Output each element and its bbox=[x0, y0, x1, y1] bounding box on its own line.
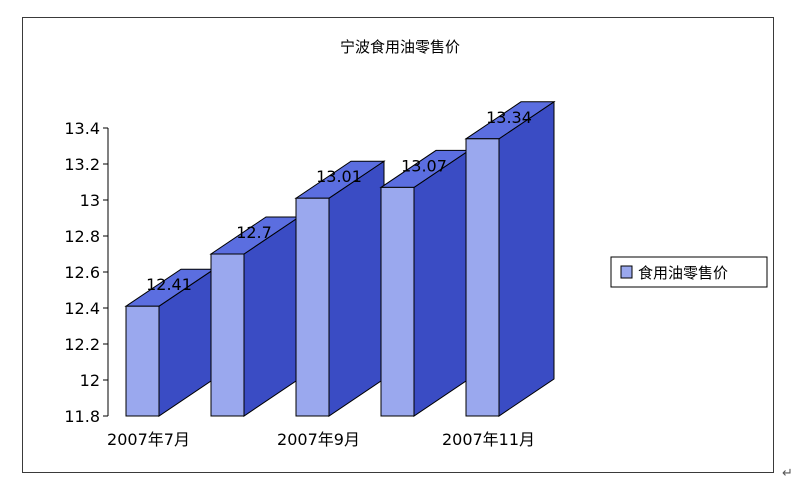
y-axis: 11.8 12 12.2 12.4 12.6 12.8 13 13.2 13.4 bbox=[64, 119, 108, 426]
x-axis: 2007年7月 2007年9月 2007年11月 bbox=[107, 430, 535, 449]
x-tick-label: 2007年7月 bbox=[107, 430, 190, 449]
y-tick-label: 12.6 bbox=[64, 263, 100, 282]
bar-side-face bbox=[498, 100, 555, 417]
bar[interactable] bbox=[294, 160, 386, 417]
legend[interactable]: 食用油零售价 bbox=[610, 256, 768, 288]
x-tick-label: 2007年9月 bbox=[277, 430, 360, 449]
y-tick-label: 12.8 bbox=[64, 227, 100, 246]
legend-box bbox=[610, 256, 768, 288]
y-tick-label: 12.2 bbox=[64, 335, 100, 354]
data-label: 13.01 bbox=[316, 167, 362, 186]
chart-title: 宁波食用油零售价 bbox=[340, 38, 460, 56]
data-label: 12.41 bbox=[146, 275, 192, 294]
y-tick-label: 13 bbox=[80, 191, 100, 210]
paragraph-return-mark: ↵ bbox=[782, 466, 793, 481]
data-label: 12.7 bbox=[236, 223, 272, 242]
x-tick-label: 2007年11月 bbox=[442, 430, 535, 449]
y-tick-label: 12 bbox=[80, 371, 100, 390]
legend-label: 食用油零售价 bbox=[638, 264, 728, 282]
bar-front-face bbox=[125, 305, 160, 417]
bar[interactable] bbox=[209, 216, 301, 417]
data-label: 13.07 bbox=[401, 156, 447, 175]
y-tick-label: 11.8 bbox=[64, 407, 100, 426]
bars-group bbox=[124, 100, 556, 417]
bar-front-face bbox=[380, 186, 415, 417]
bar[interactable] bbox=[124, 268, 216, 417]
data-label: 13.34 bbox=[486, 108, 532, 127]
legend-swatch bbox=[620, 265, 633, 279]
bar-front-face bbox=[465, 138, 500, 417]
data-labels-group: 12.41 12.7 13.01 13.07 13.34 bbox=[146, 108, 532, 294]
y-tick-label: 12.4 bbox=[64, 299, 100, 318]
bar-front-face bbox=[210, 253, 245, 417]
bar[interactable] bbox=[464, 100, 556, 417]
bar[interactable] bbox=[379, 149, 471, 417]
bar-front-face bbox=[295, 197, 330, 417]
bar-side-face bbox=[413, 149, 470, 417]
y-tick-label: 13.4 bbox=[64, 119, 100, 138]
bar-side-face bbox=[328, 160, 385, 417]
y-tick-label: 13.2 bbox=[64, 155, 100, 174]
